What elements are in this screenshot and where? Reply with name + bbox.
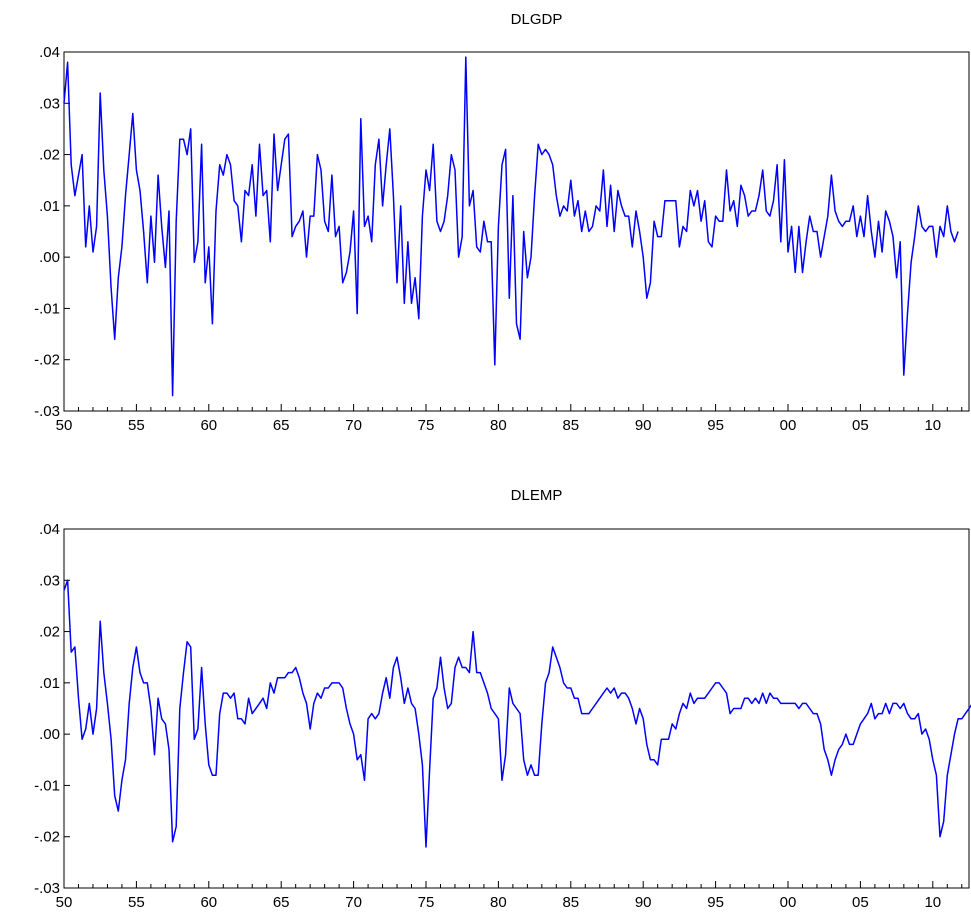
- x-tick-label: 60: [200, 417, 217, 434]
- x-tick-label: 85: [562, 417, 579, 434]
- x-tick-label: 70: [345, 417, 362, 434]
- y-tick-label: .01: [39, 198, 60, 215]
- y-tick-label: .04: [39, 521, 60, 538]
- y-tick-label: .04: [39, 44, 60, 61]
- x-tick-label: 80: [490, 417, 507, 434]
- x-tick-label: 95: [707, 417, 724, 434]
- y-tick-label: -.02: [34, 352, 60, 369]
- x-tick-label: 10: [924, 894, 941, 911]
- y-tick-label: -.01: [34, 777, 60, 794]
- y-tick-label: .00: [39, 726, 60, 743]
- x-tick-label: 05: [852, 894, 869, 911]
- x-tick-label: 60: [200, 894, 217, 911]
- y-tick-label: -.01: [34, 300, 60, 317]
- x-tick-label: 10: [924, 417, 941, 434]
- y-tick-label: .03: [39, 95, 60, 112]
- plot-frame: [63, 51, 970, 412]
- x-tick-label: 05: [852, 417, 869, 434]
- y-tick-label: -.02: [34, 829, 60, 846]
- x-tick-label: 00: [780, 894, 797, 911]
- y-tick-label: .02: [39, 147, 60, 164]
- x-tick-label: 85: [562, 894, 579, 911]
- y-tick-label: -.03: [34, 403, 60, 420]
- x-tick-label: 90: [635, 894, 652, 911]
- y-tick-label: .01: [39, 675, 60, 692]
- y-tick-label: .00: [39, 249, 60, 266]
- x-tick-label: 65: [273, 417, 290, 434]
- x-tick-label: 70: [345, 894, 362, 911]
- x-tick-label: 00: [780, 417, 797, 434]
- x-tick-label: 95: [707, 894, 724, 911]
- x-tick-label: 50: [56, 894, 73, 911]
- y-tick-label: .02: [39, 624, 60, 641]
- chart-title: DLEMP: [511, 487, 563, 504]
- series-line-dlgdp: [63, 56, 959, 397]
- x-tick-label: 75: [418, 417, 435, 434]
- x-tick-label: 55: [128, 417, 145, 434]
- x-tick-label: 80: [490, 894, 507, 911]
- y-tick-label: .03: [39, 572, 60, 589]
- x-tick-label: 90: [635, 417, 652, 434]
- y-tick-label: -.03: [34, 880, 60, 897]
- chart-title: DLGDP: [511, 11, 563, 28]
- x-tick-label: 75: [418, 894, 435, 911]
- x-tick-label: 65: [273, 894, 290, 911]
- x-tick-label: 55: [128, 894, 145, 911]
- series-line-dlemp: [63, 579, 971, 848]
- x-tick-label: 50: [56, 417, 73, 434]
